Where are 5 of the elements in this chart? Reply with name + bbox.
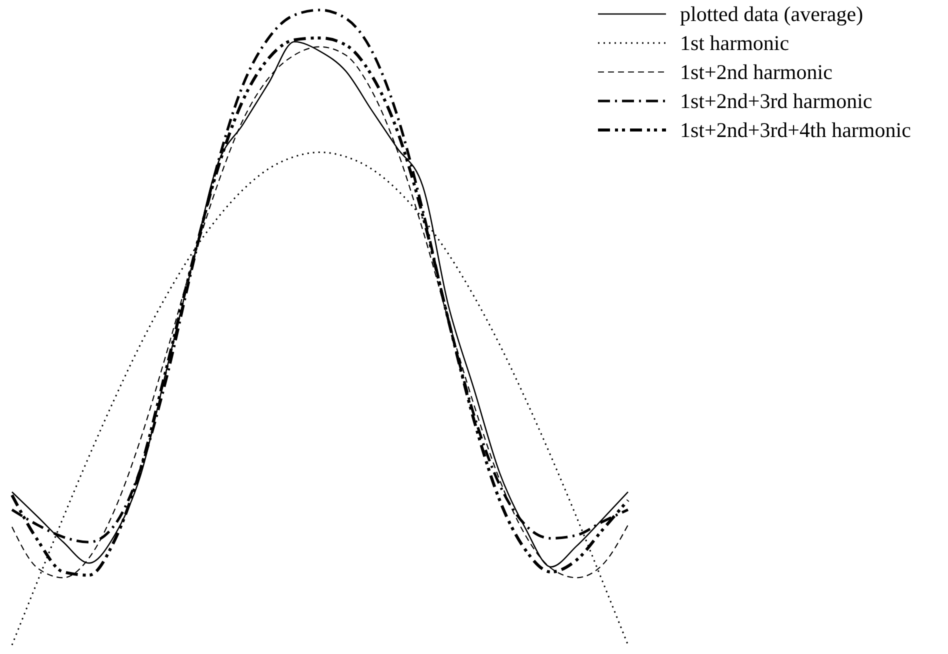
- legend-label: 1st+2nd+3rd harmonic: [680, 89, 872, 113]
- legend-label: plotted data (average): [680, 2, 864, 26]
- legend-label: 1st harmonic: [680, 31, 790, 55]
- legend-label: 1st+2nd harmonic: [680, 60, 832, 84]
- legend-label: 1st+2nd+3rd+4th harmonic: [680, 118, 911, 142]
